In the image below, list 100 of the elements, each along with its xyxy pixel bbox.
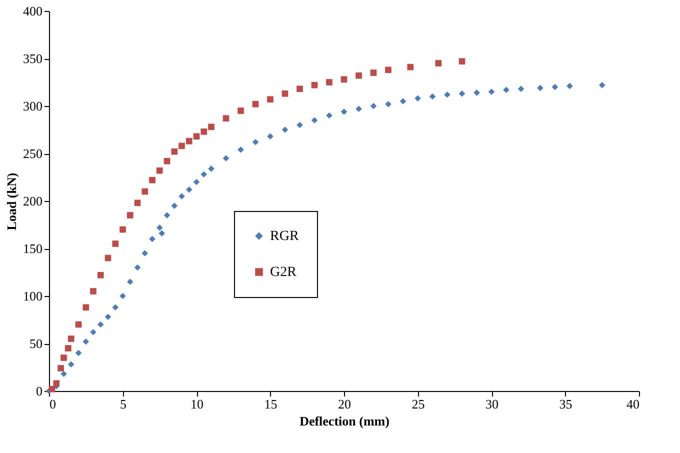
y-tick-label: 100 bbox=[23, 288, 42, 304]
point bbox=[134, 264, 141, 271]
point bbox=[58, 365, 64, 372]
point bbox=[164, 212, 170, 218]
point bbox=[208, 124, 214, 130]
point bbox=[158, 230, 165, 236]
x-tick-label: 15 bbox=[264, 396, 278, 412]
point bbox=[340, 76, 348, 83]
point bbox=[238, 146, 244, 153]
point bbox=[267, 96, 274, 103]
point bbox=[282, 90, 288, 97]
point bbox=[458, 58, 466, 65]
point bbox=[356, 72, 362, 79]
point bbox=[193, 133, 200, 140]
point bbox=[178, 193, 185, 200]
point bbox=[90, 288, 96, 294]
point bbox=[537, 84, 544, 92]
point bbox=[82, 338, 90, 345]
point bbox=[200, 128, 208, 135]
point bbox=[444, 91, 450, 98]
point bbox=[326, 112, 332, 119]
point bbox=[370, 102, 377, 110]
point bbox=[370, 70, 377, 76]
point bbox=[120, 226, 126, 233]
point bbox=[518, 86, 524, 92]
point bbox=[142, 250, 148, 256]
y-tick-label: 150 bbox=[23, 241, 42, 256]
point bbox=[149, 236, 156, 242]
point bbox=[222, 115, 230, 122]
point bbox=[75, 350, 82, 356]
y-tick-label: 50 bbox=[30, 336, 42, 351]
point bbox=[60, 370, 67, 378]
point bbox=[238, 108, 244, 114]
point bbox=[435, 60, 442, 66]
point bbox=[385, 66, 392, 74]
point bbox=[186, 138, 192, 144]
point bbox=[48, 386, 56, 392]
point bbox=[282, 126, 288, 133]
point bbox=[97, 272, 104, 278]
point bbox=[156, 167, 163, 174]
point bbox=[90, 328, 96, 336]
point bbox=[252, 138, 259, 146]
point bbox=[156, 224, 163, 231]
point bbox=[200, 171, 208, 178]
point bbox=[407, 64, 414, 70]
legend-label: RGR bbox=[270, 229, 300, 244]
point bbox=[104, 254, 112, 262]
point bbox=[488, 88, 495, 95]
legend-label: G2R bbox=[270, 265, 298, 280]
point bbox=[311, 117, 318, 124]
point bbox=[326, 79, 332, 86]
point bbox=[503, 86, 510, 94]
point bbox=[400, 98, 406, 104]
point bbox=[222, 155, 230, 162]
point bbox=[252, 100, 259, 108]
point bbox=[474, 90, 480, 96]
point bbox=[60, 354, 67, 361]
x-tick-label: 25 bbox=[412, 396, 425, 412]
point bbox=[53, 380, 60, 387]
point bbox=[458, 90, 466, 97]
point bbox=[171, 148, 178, 155]
point bbox=[68, 361, 74, 368]
y-axis-title: Load (kN) bbox=[4, 172, 19, 230]
point bbox=[429, 93, 436, 100]
point bbox=[186, 186, 192, 193]
y-tick-label: 350 bbox=[23, 51, 42, 66]
x-tick-label: 0 bbox=[50, 396, 56, 412]
point bbox=[296, 122, 303, 128]
point bbox=[126, 278, 134, 285]
point bbox=[97, 321, 104, 328]
x-tick-label: 35 bbox=[559, 396, 572, 412]
point bbox=[267, 133, 274, 140]
x-tick-label: 20 bbox=[338, 396, 351, 412]
point bbox=[104, 314, 112, 320]
point bbox=[149, 176, 156, 184]
point bbox=[340, 108, 348, 115]
point bbox=[311, 82, 318, 88]
point bbox=[75, 321, 82, 328]
y-tick-label: 400 bbox=[23, 4, 42, 18]
y-tick-label: 200 bbox=[23, 194, 42, 208]
point bbox=[414, 95, 421, 102]
y-tick-label: 300 bbox=[23, 98, 42, 114]
point bbox=[164, 158, 170, 164]
point bbox=[120, 292, 126, 300]
point bbox=[598, 82, 606, 88]
point bbox=[126, 212, 134, 218]
x-axis-title: Deflection (mm) bbox=[300, 414, 390, 428]
point bbox=[178, 142, 185, 150]
x-tick-label: 30 bbox=[486, 396, 498, 412]
y-tick-label: 250 bbox=[23, 146, 42, 161]
point bbox=[208, 166, 214, 172]
point bbox=[385, 100, 392, 108]
point bbox=[566, 82, 573, 90]
y-tick-label: 0 bbox=[36, 384, 42, 398]
point bbox=[82, 304, 90, 311]
point bbox=[552, 84, 558, 90]
x-tick-label: 10 bbox=[190, 396, 204, 412]
x-tick-label: 5 bbox=[120, 396, 126, 412]
point bbox=[171, 202, 178, 209]
point bbox=[112, 304, 119, 311]
